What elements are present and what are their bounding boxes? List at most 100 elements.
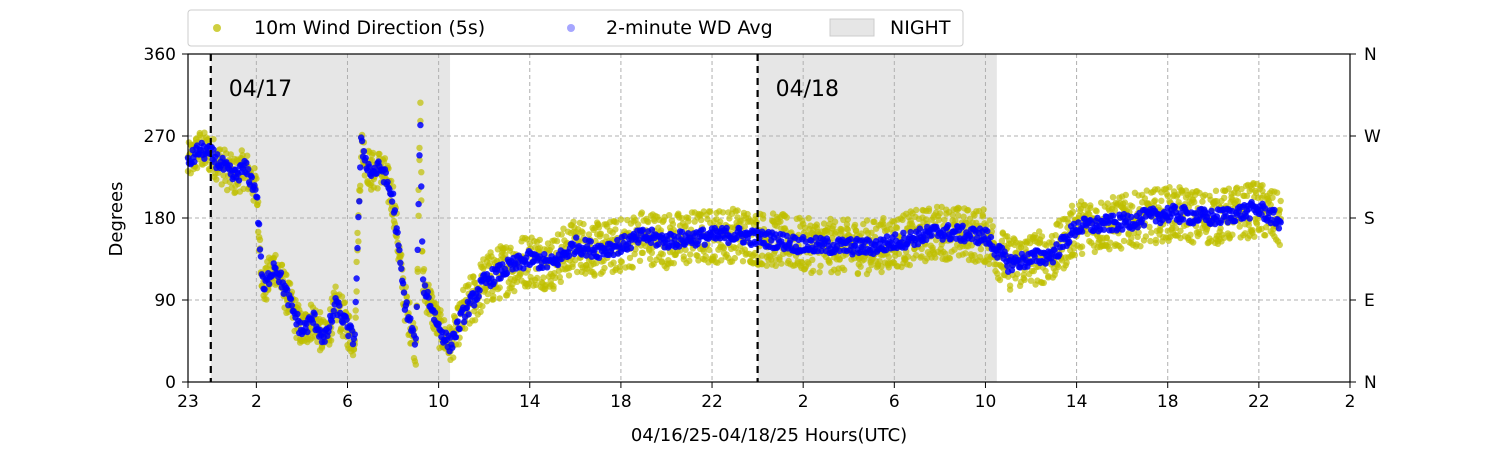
point-wd5s [700, 248, 707, 255]
point-wd5s [617, 216, 625, 223]
point-wd5s [739, 258, 747, 265]
point-wd2min [655, 241, 662, 248]
point-wd5s [1234, 198, 1242, 205]
point-wd5s [210, 136, 217, 143]
point-wd2min [417, 121, 424, 129]
point-wd2min [456, 325, 463, 333]
point-wd2min [412, 335, 419, 342]
point-wd2min [1108, 227, 1116, 234]
point-wd2min [454, 318, 461, 325]
point-wd5s [486, 260, 493, 267]
point-wd5s [548, 243, 555, 251]
point-wd5s [251, 165, 258, 172]
point-wd2min [959, 222, 966, 229]
point-wd2min [783, 232, 790, 239]
x-tick-label: 14 [1066, 392, 1088, 412]
point-wd5s [659, 251, 666, 258]
point-wd2min [736, 225, 743, 232]
point-wd2min [907, 228, 914, 236]
legend-label-0: 10m Wind Direction (5s) [254, 17, 485, 39]
point-wd2min [1171, 203, 1179, 211]
point-wd5s [1068, 202, 1076, 209]
point-wd2min [1028, 258, 1036, 265]
point-wd5s [989, 223, 996, 230]
point-wd2min [345, 332, 352, 340]
point-wd5s [318, 344, 326, 351]
point-wd5s [1166, 184, 1173, 191]
y2-tick-label: E [1364, 291, 1375, 311]
point-wd2min [210, 146, 217, 153]
point-wd2min [499, 261, 506, 268]
point-wd5s [610, 259, 617, 266]
point-wd5s [932, 254, 939, 261]
legend: 10m Wind Direction (5s) 2-minute WD Avg NI… [187, 9, 964, 47]
point-wd5s [352, 307, 359, 314]
x-tick-label: 10 [428, 392, 450, 412]
point-wd5s [1259, 182, 1266, 189]
point-wd2min [294, 310, 301, 318]
point-wd5s [918, 253, 925, 260]
point-wd5s [1221, 194, 1228, 201]
point-wd2min [503, 269, 511, 277]
point-wd5s [1006, 282, 1014, 289]
point-wd5s [1137, 243, 1144, 250]
point-wd5s [719, 209, 727, 216]
point-wd2min [449, 344, 456, 351]
point-wd5s [682, 223, 689, 230]
point-wd5s [417, 99, 424, 106]
point-wd2min [416, 152, 423, 159]
x-tick-label: 10 [975, 392, 997, 412]
point-wd2min [411, 341, 419, 348]
point-wd2min [984, 227, 991, 235]
point-wd5s [314, 338, 321, 345]
point-wd5s [412, 361, 419, 368]
x-tick-label: 18 [610, 392, 632, 412]
point-wd2min [226, 162, 234, 169]
point-wd5s [1128, 235, 1135, 242]
point-wd5s [1225, 185, 1233, 192]
point-wd2min [1271, 206, 1278, 214]
point-wd2min [397, 259, 404, 266]
point-wd2min [435, 320, 442, 328]
point-wd5s [1052, 232, 1059, 239]
point-wd5s [1249, 226, 1256, 234]
point-wd2min [352, 298, 359, 306]
point-wd2min [968, 235, 975, 243]
point-wd5s [1158, 197, 1165, 204]
point-wd5s [777, 218, 784, 225]
point-wd5s [316, 309, 324, 316]
point-wd2min [245, 166, 252, 173]
day-label-1: 04/18 [776, 77, 839, 102]
point-wd5s [955, 205, 963, 212]
point-wd2min [415, 200, 422, 208]
point-wd2min [248, 174, 255, 181]
point-wd2min [396, 246, 403, 254]
point-wd5s [816, 269, 823, 276]
point-wd2min [1002, 251, 1009, 259]
point-wd5s [697, 216, 705, 224]
point-wd2min [1177, 210, 1184, 217]
point-wd2min [326, 324, 333, 331]
legend-night-swatch [829, 18, 875, 37]
point-wd2min [419, 276, 427, 283]
y2-tick-label: N [1364, 373, 1377, 393]
point-wd5s [1078, 243, 1086, 250]
point-wd2min [191, 158, 198, 165]
y-tick-label: 90 [154, 291, 176, 311]
point-wd2min [362, 154, 369, 162]
point-wd2min [647, 239, 655, 246]
point-wd5s [1055, 263, 1062, 271]
point-wd2min [354, 244, 361, 252]
x-tick-label: 2 [251, 392, 262, 412]
point-wd2min [424, 288, 431, 296]
point-wd2min [914, 241, 922, 248]
point-wd5s [1057, 222, 1064, 229]
point-wd5s [977, 245, 985, 253]
day-label-0: 04/17 [229, 77, 292, 102]
point-wd5s [702, 253, 709, 260]
point-wd2min [328, 318, 336, 325]
point-wd5s [841, 266, 848, 274]
point-wd5s [669, 221, 677, 228]
point-wd5s [507, 244, 514, 251]
